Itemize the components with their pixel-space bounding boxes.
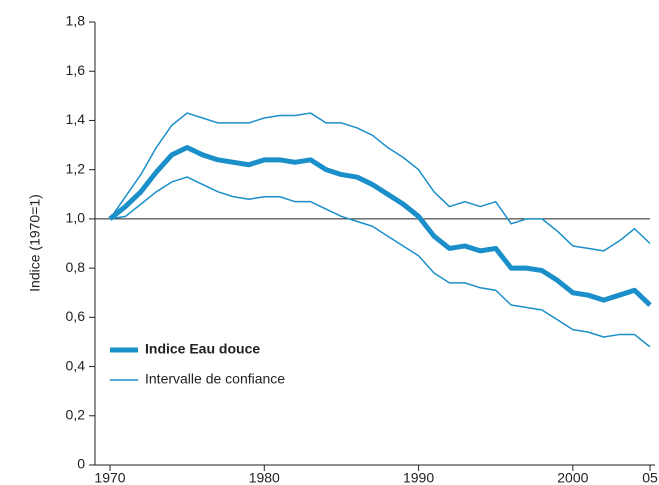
x-tick-label: 1990 bbox=[403, 470, 434, 485]
x-tick-label: 05 bbox=[642, 470, 658, 485]
series-line bbox=[109, 112, 651, 252]
y-tick-label: 1,2 bbox=[66, 160, 86, 176]
legend-label: Indice Eau douce bbox=[145, 341, 260, 357]
y-axis-label: Indice (1970=1) bbox=[27, 194, 43, 292]
legend-label: Intervalle de confiance bbox=[145, 371, 285, 387]
y-tick-label: 0,4 bbox=[66, 357, 86, 373]
y-tick-label: 1,8 bbox=[66, 13, 86, 29]
series-line bbox=[108, 145, 652, 307]
x-tick-label: 1970 bbox=[94, 470, 125, 485]
y-tick-label: 1,0 bbox=[66, 210, 86, 226]
series-line bbox=[109, 176, 651, 348]
x-tick-label: 2000 bbox=[557, 470, 588, 485]
x-tick-label: 1980 bbox=[249, 470, 280, 485]
y-tick-label: 0,8 bbox=[66, 259, 86, 275]
y-tick-label: 0,6 bbox=[66, 308, 86, 324]
y-tick-label: 0,2 bbox=[66, 406, 86, 422]
y-tick-label: 1,4 bbox=[66, 111, 86, 127]
y-tick-label: 1,6 bbox=[66, 62, 86, 78]
y-tick-label: 0 bbox=[77, 456, 85, 472]
